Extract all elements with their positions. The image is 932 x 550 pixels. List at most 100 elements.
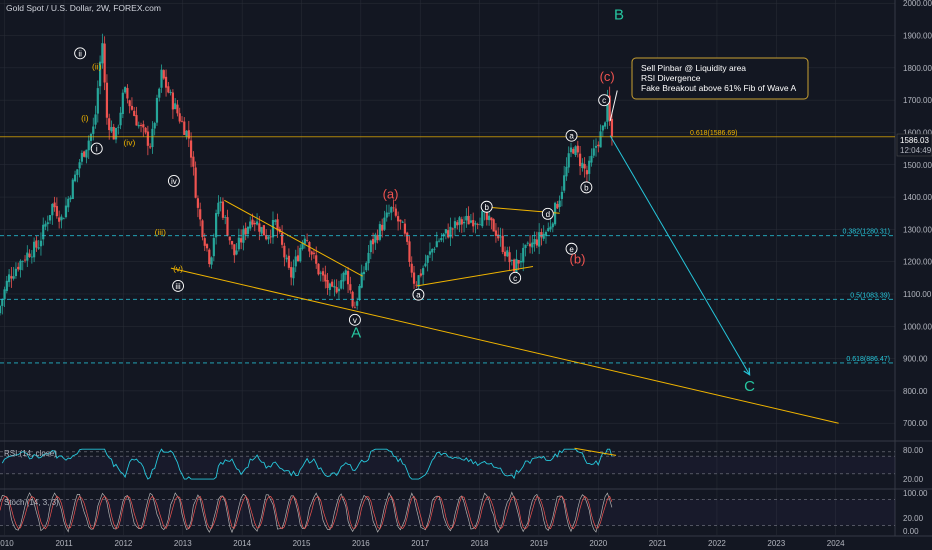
candle-body	[506, 250, 509, 257]
candle-body	[601, 125, 604, 131]
candle-body	[194, 167, 197, 198]
annotation-line-3: Fake Breakout above 61% Fib of Wave A	[641, 83, 796, 93]
candle-body	[53, 202, 56, 208]
candle-body	[7, 274, 11, 283]
candle-body	[249, 221, 252, 229]
wave-label-circle	[74, 47, 87, 60]
wave-label-text: d	[546, 210, 550, 219]
candle-body	[144, 127, 147, 133]
candle-body	[112, 126, 115, 140]
candle-body	[35, 240, 38, 248]
wave-label-text: e	[569, 245, 574, 254]
x-tick-label: 2016	[352, 539, 370, 548]
candle-body	[0, 305, 2, 314]
candle-body	[542, 233, 545, 239]
candle-body	[353, 307, 356, 309]
candle-body	[221, 201, 225, 218]
candle-body	[524, 244, 527, 249]
candle-body	[560, 191, 563, 199]
candle-body	[274, 220, 277, 222]
candle-body	[92, 126, 95, 134]
candle-body	[251, 219, 254, 225]
candle-body	[469, 220, 473, 223]
candle-body	[401, 221, 404, 223]
candle-body	[456, 222, 459, 226]
candle-body	[151, 128, 154, 148]
candle-body	[367, 252, 370, 264]
y-tick-label: 1100.00	[903, 290, 932, 299]
candle-body	[162, 70, 165, 79]
candle-body	[558, 200, 561, 208]
candle-body	[203, 238, 206, 246]
candle-body	[544, 231, 548, 236]
candle-body	[371, 238, 375, 245]
candle-body	[89, 133, 93, 141]
candle-body	[540, 232, 543, 238]
candle-body	[64, 205, 68, 218]
candle-body	[37, 247, 40, 249]
candle-body	[310, 251, 313, 255]
candle-body	[551, 223, 554, 228]
candle-body	[114, 127, 118, 140]
candle-body	[1, 299, 4, 306]
candle-body	[146, 131, 149, 146]
x-tick-label: 2012	[115, 539, 133, 548]
candle-body	[390, 207, 393, 213]
candle-body	[189, 140, 193, 158]
wave-label-intermediate: (c)	[600, 69, 615, 84]
candle-body	[394, 208, 397, 216]
candle-body	[563, 175, 566, 191]
wave-label-text: b	[584, 183, 589, 192]
rsi-tick-80: 80.00	[903, 446, 924, 455]
candle-body	[60, 216, 63, 221]
x-tick-label: 2013	[174, 539, 192, 548]
wave-label-circle	[167, 174, 180, 187]
candle-body	[301, 242, 304, 249]
candle-body	[433, 248, 436, 250]
candle-body	[215, 213, 218, 238]
rsi-tick-20: 20.00	[903, 475, 924, 484]
candle-body	[547, 228, 550, 232]
candle-body	[71, 179, 74, 200]
wave-label-minor: (v)	[173, 263, 183, 273]
candle-body	[142, 124, 145, 128]
candle-body	[410, 263, 413, 273]
candle-body	[326, 280, 329, 289]
trendline	[224, 199, 363, 277]
candle-body	[5, 280, 8, 292]
wave-label-minor: (i)	[81, 113, 89, 123]
candle-body	[331, 281, 334, 287]
candle-body	[128, 100, 131, 107]
candle-body	[42, 224, 45, 240]
candle-body	[535, 239, 538, 246]
annotation-line-1: Sell Pinbar @ Liquidity area	[641, 63, 746, 73]
y-tick-label: 1900.00	[903, 32, 932, 41]
x-tick-label: 2017	[411, 539, 429, 548]
candle-body	[319, 272, 322, 274]
candle-body	[69, 197, 72, 200]
candle-body	[494, 230, 498, 236]
rsi-line	[1, 448, 613, 480]
candle-body	[497, 234, 500, 239]
candle-body	[62, 218, 65, 220]
candle-body	[121, 92, 124, 114]
candle-body	[387, 212, 391, 214]
candle-body	[606, 95, 609, 122]
candle-body	[83, 151, 86, 157]
candle-body	[260, 227, 263, 234]
candle-body	[526, 242, 529, 244]
trendline	[170, 267, 839, 424]
candle-body	[283, 245, 286, 258]
candle-body	[492, 219, 495, 232]
wave-label-circle	[541, 207, 554, 220]
candle-body	[3, 289, 6, 300]
annotation-callout[interactable]: Sell Pinbar @ Liquidity area RSI Diverge…	[631, 57, 809, 100]
candle-body	[105, 82, 109, 118]
candle-body	[130, 105, 134, 110]
candle-body	[228, 236, 231, 241]
candle-body	[378, 224, 382, 240]
candle-body	[294, 256, 297, 267]
candle-body	[406, 232, 409, 242]
candle-body	[522, 247, 525, 263]
